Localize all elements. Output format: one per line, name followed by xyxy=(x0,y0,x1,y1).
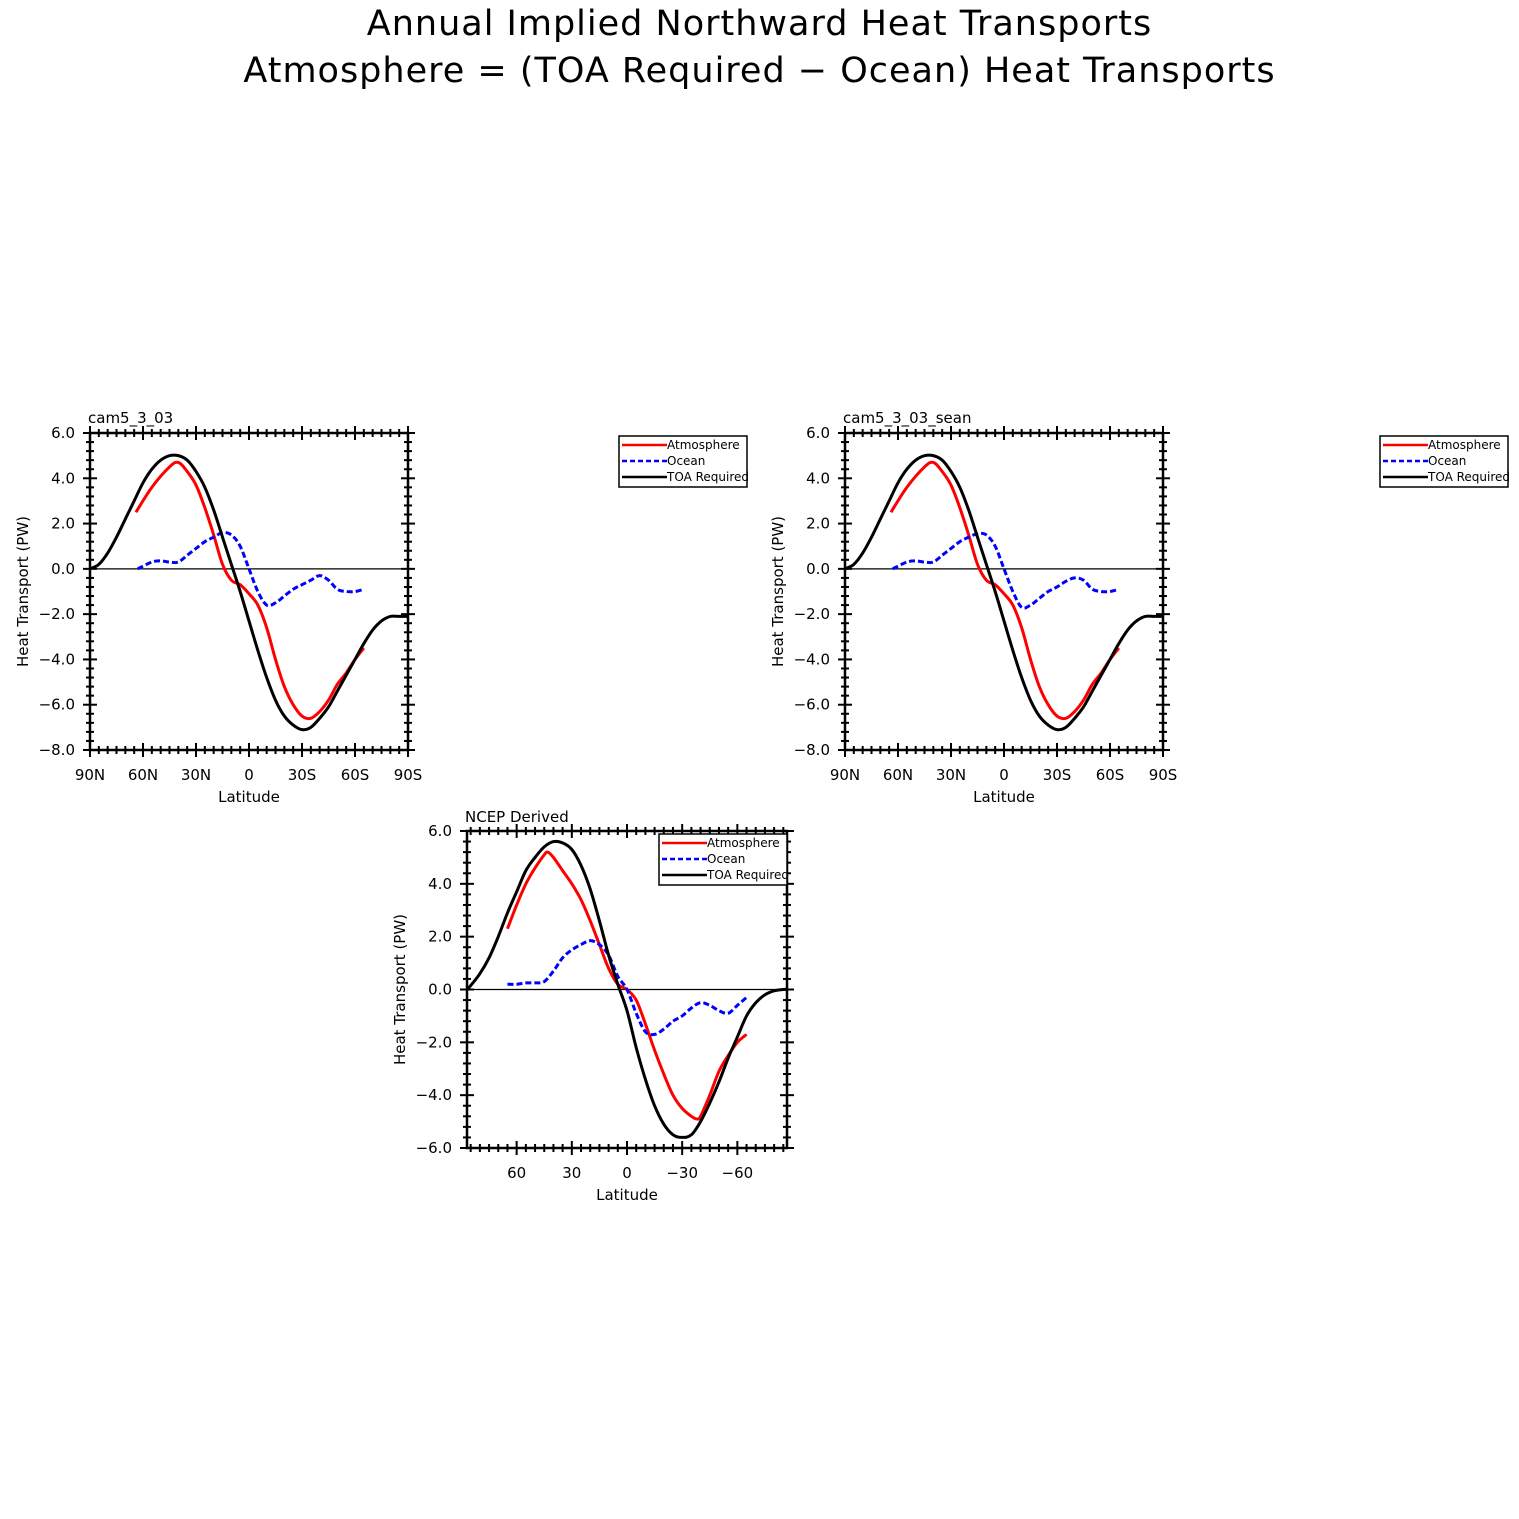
y-tick-label: 0.0 xyxy=(428,981,452,999)
legend-label: Atmosphere xyxy=(707,836,780,850)
x-tick-label: 0 xyxy=(622,1164,632,1182)
y-axis-label: Heat Transport (PW) xyxy=(769,516,787,667)
y-axis-label: Heat Transport (PW) xyxy=(391,914,409,1065)
legend-label: Ocean xyxy=(1428,454,1466,468)
y-tick-label: 0.0 xyxy=(806,560,830,578)
x-tick-label: −60 xyxy=(722,1164,754,1182)
y-axis-label: Heat Transport (PW) xyxy=(14,516,32,667)
y-tick-label: −2.0 xyxy=(39,605,75,623)
y-tick-label: −6.0 xyxy=(794,696,830,714)
y-tick-label: −2.0 xyxy=(794,605,830,623)
x-tick-label: 90N xyxy=(830,766,860,784)
y-tick-label: −4.0 xyxy=(39,650,75,668)
series-line-ocean xyxy=(137,531,365,608)
x-tick-label: 0 xyxy=(999,766,1009,784)
y-tick-label: −8.0 xyxy=(39,741,75,759)
x-tick-label: 60N xyxy=(128,766,158,784)
y-tick-label: −6.0 xyxy=(39,696,75,714)
y-tick-label: 4.0 xyxy=(806,469,830,487)
x-tick-label: −30 xyxy=(666,1164,698,1182)
legend-label: TOA Required xyxy=(1427,470,1510,484)
x-tick-label: 0 xyxy=(244,766,254,784)
x-tick-label: 60S xyxy=(341,766,370,784)
x-axis-label: Latitude xyxy=(973,788,1035,806)
x-tick-label: 90S xyxy=(1149,766,1178,784)
legend-label: TOA Required xyxy=(666,470,749,484)
y-tick-label: −6.0 xyxy=(416,1139,452,1157)
y-tick-label: 6.0 xyxy=(428,822,452,840)
x-tick-label: 90S xyxy=(394,766,423,784)
series-line-ocean xyxy=(507,939,748,1037)
y-tick-label: 2.0 xyxy=(428,928,452,946)
legend-label: Atmosphere xyxy=(1428,438,1501,452)
y-tick-label: 2.0 xyxy=(51,515,75,533)
legend: Atmosphere Ocean TOA Required xyxy=(658,833,789,886)
legend-label: TOA Required xyxy=(706,868,789,882)
legend-label: Atmosphere xyxy=(667,438,740,452)
series-line-atmosphere xyxy=(506,850,748,1121)
x-axis-label: Latitude xyxy=(596,1186,658,1204)
y-tick-label: −4.0 xyxy=(416,1086,452,1104)
series-line-toa-required xyxy=(845,453,1163,732)
panel-title: cam5_3_03_sean xyxy=(843,409,971,428)
series-line-atmosphere xyxy=(889,460,1121,721)
y-tick-label: 6.0 xyxy=(51,424,75,442)
legend: Atmosphere Ocean TOA Required xyxy=(1379,435,1510,488)
legend-label: Ocean xyxy=(707,852,745,866)
series-line-atmosphere xyxy=(134,460,366,721)
y-tick-label: 4.0 xyxy=(51,469,75,487)
y-tick-label: −4.0 xyxy=(794,650,830,668)
page-title-line-2: Atmosphere = (TOA Required − Ocean) Heat… xyxy=(243,51,1276,91)
x-tick-label: 30 xyxy=(562,1164,581,1182)
y-tick-label: 4.0 xyxy=(428,875,452,893)
x-tick-label: 90N xyxy=(75,766,105,784)
x-tick-label: 30S xyxy=(288,766,317,784)
page-title-line-1: Annual Implied Northward Heat Transports xyxy=(366,4,1153,44)
panel-title: NCEP Derived xyxy=(465,808,569,826)
x-tick-label: 60S xyxy=(1096,766,1125,784)
series-line-toa-required xyxy=(90,453,408,732)
y-tick-label: 6.0 xyxy=(806,424,830,442)
y-tick-label: 2.0 xyxy=(806,515,830,533)
y-tick-label: −8.0 xyxy=(794,741,830,759)
series-line-ocean xyxy=(892,531,1120,610)
y-tick-label: −2.0 xyxy=(416,1033,452,1051)
y-tick-label: 0.0 xyxy=(51,560,75,578)
x-tick-label: 60 xyxy=(507,1164,526,1182)
x-tick-label: 30S xyxy=(1043,766,1072,784)
legend-label: Ocean xyxy=(667,454,705,468)
x-tick-label: 30N xyxy=(181,766,211,784)
chart-panel-3: 6.0 4.0 2.0 0.0 −2.0 −4.0 −6.0 60 30 0 −30 −60 Latit… xyxy=(391,808,794,1204)
x-tick-label: 30N xyxy=(936,766,966,784)
x-tick-label: 60N xyxy=(883,766,913,784)
legend: Atmosphere Ocean TOA Required xyxy=(618,435,749,488)
panel-title: cam5_3_03 xyxy=(88,409,173,428)
x-axis-label: Latitude xyxy=(218,788,280,806)
series-line-toa-required xyxy=(467,839,787,1139)
